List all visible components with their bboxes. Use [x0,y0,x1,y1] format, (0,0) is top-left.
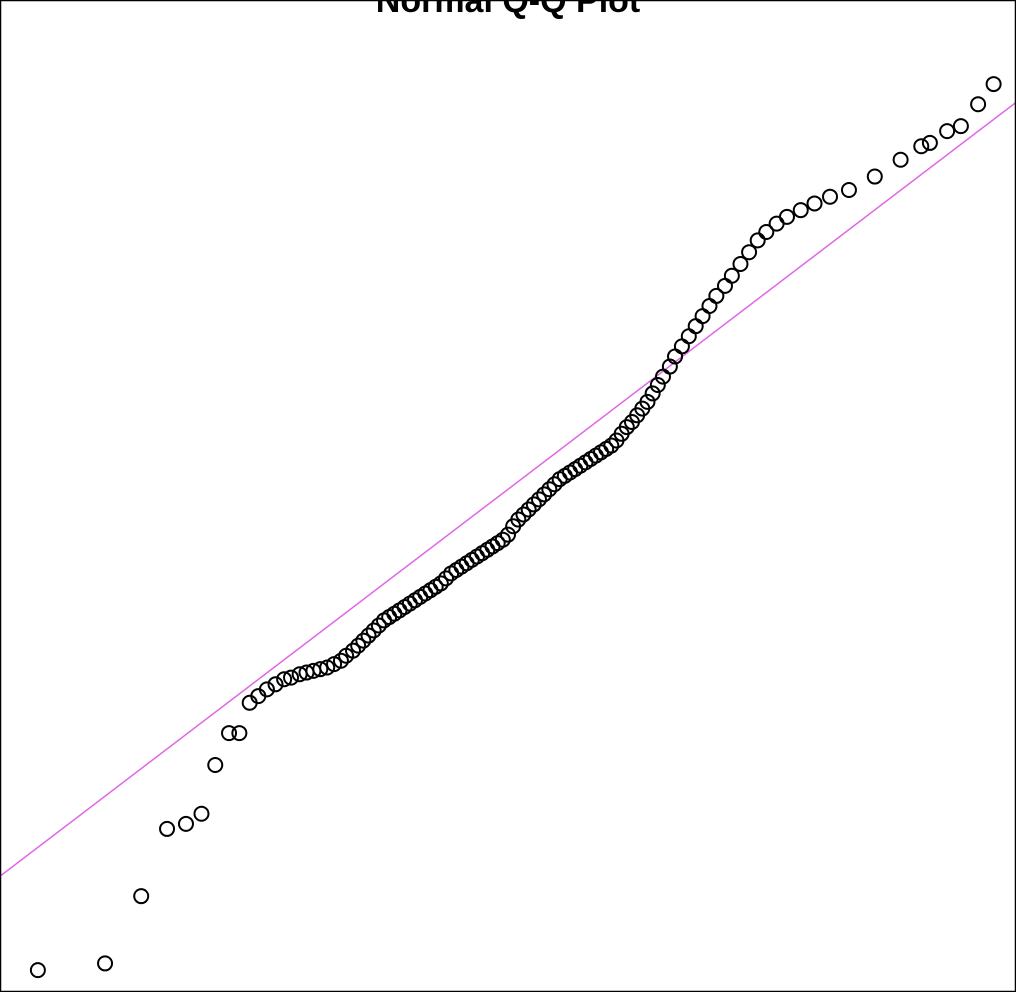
data-point [758,224,775,241]
data-point [370,617,387,634]
data-point [520,501,537,518]
data-point [332,652,349,669]
data-point [939,123,956,140]
data-point [822,188,839,205]
data-point [345,642,362,659]
data-point [530,491,547,508]
data-point [749,232,766,249]
data-point [221,725,238,742]
data-point [267,676,284,693]
data-point [283,669,300,686]
data-point [639,393,656,410]
data-point [258,681,275,698]
data-point [133,888,150,905]
data-point [741,244,758,261]
data-point [193,805,210,822]
data-points [29,76,1002,979]
data-point [276,671,293,688]
data-point [546,476,563,493]
data-point [515,506,532,523]
data-point [921,134,938,151]
reference-line [1,102,1015,877]
data-point [840,181,857,198]
data-point [644,385,661,402]
data-point [438,570,455,587]
data-point [207,757,224,774]
data-point [510,511,527,528]
data-point [649,377,666,394]
data-point [970,96,987,113]
data-point [350,637,367,654]
data-point [536,486,553,503]
data-point [778,208,795,225]
data-point [494,531,511,548]
data-point [708,287,725,304]
data-point [432,575,449,592]
data-point [618,419,635,436]
data-point [913,138,930,155]
data-point [231,725,248,742]
data-point [355,632,372,649]
data-point [603,437,620,454]
data-point [866,168,883,185]
data-point [525,496,542,513]
data-point [500,526,516,543]
data-point [806,195,823,212]
data-point [985,76,1002,93]
chart-title: Normal Q-Q Plot [376,0,640,20]
data-point [312,661,329,678]
data-point [792,202,809,219]
data-point [723,267,740,284]
data-point [892,151,909,168]
data-point [360,627,377,644]
data-point [541,481,558,498]
data-point [97,955,114,972]
data-point [365,622,382,639]
data-point [29,962,46,979]
data-point [177,815,194,832]
data-point [159,820,176,837]
data-point [732,255,749,272]
data-point [952,118,969,135]
